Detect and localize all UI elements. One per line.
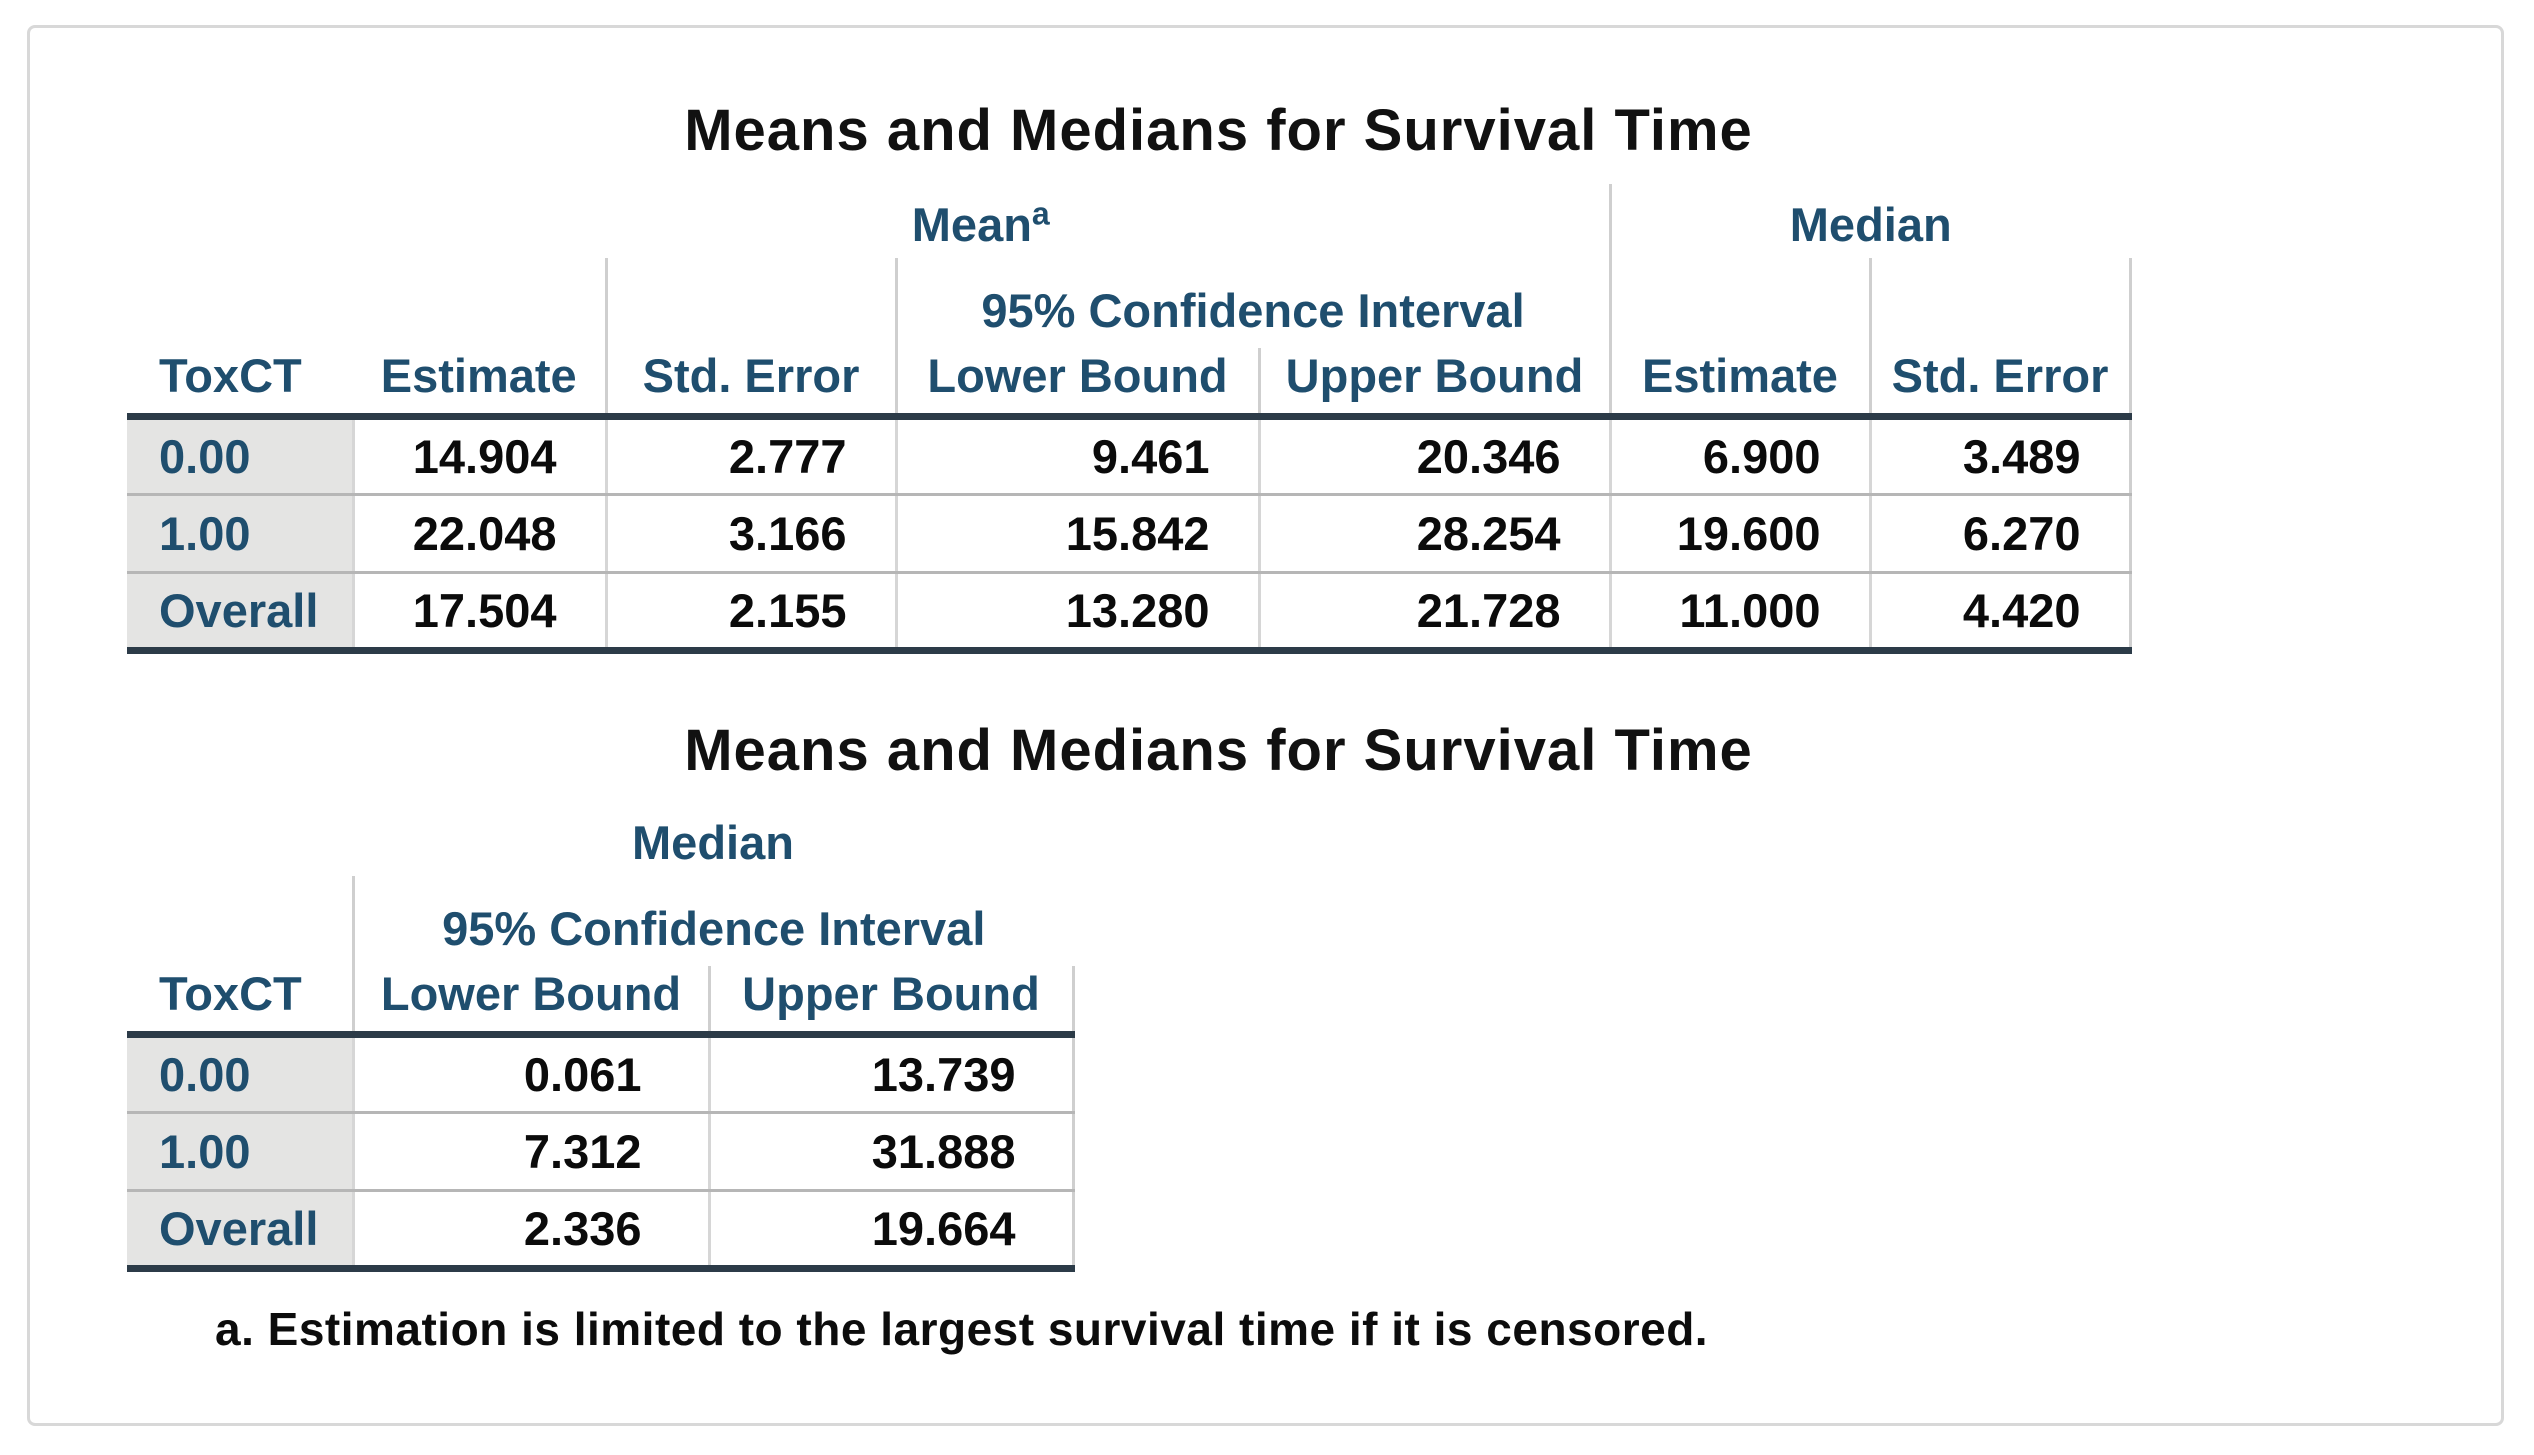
table1-column-header-row: ToxCT Estimate Std. Error Lower Bound Up… — [127, 348, 2132, 420]
spacer-cell — [353, 258, 606, 348]
table1-col-mean-std-error: Std. Error — [604, 348, 896, 420]
table2-column-header-row: ToxCT Lower Bound Upper Bound — [127, 966, 1075, 1038]
table1-col-upper-bound: Upper Bound — [1257, 348, 1610, 420]
table1-col-median-std-error: Std. Error — [1868, 348, 2132, 420]
cell-mean-std-error: 2.777 — [604, 416, 896, 496]
table2-ci-header: 95% Confidence Interval — [351, 876, 1073, 966]
table2-median-group-header: Median — [632, 816, 794, 869]
cell-median-estimate: 19.600 — [1608, 494, 1870, 574]
table2-col-upper-bound: Upper Bound — [707, 966, 1075, 1038]
row-label: 0.00 — [127, 416, 353, 496]
table2-title: Means and Medians for Survival Time — [684, 718, 1753, 783]
table1-row-0: 0.00 14.904 2.777 9.461 20.346 6.900 3.4… — [127, 416, 2132, 496]
table2-group-header-row: Median — [127, 802, 1073, 876]
table1-ci-header-row: 95% Confidence Interval — [127, 258, 2132, 348]
cell-median-estimate: 11.000 — [1608, 572, 1870, 654]
table2-row-0: 0.00 0.061 13.739 — [127, 1034, 1075, 1114]
cell-mean-estimate: 17.504 — [351, 572, 606, 654]
cell-upper-bound: 31.888 — [707, 1112, 1075, 1192]
table2-row-1: 1.00 7.312 31.888 — [127, 1112, 1075, 1192]
row-label: Overall — [127, 1190, 353, 1272]
table1-mean-group-header: Meana — [353, 184, 1610, 258]
table1-means-medians: Meana Median 95% Confidence Interval Tox… — [127, 184, 2132, 654]
spacer-cell — [127, 876, 353, 966]
spacer-cell — [127, 184, 353, 258]
output-content: Means and Medians for Survival Time Mean… — [127, 28, 2507, 1356]
spacer-cell — [1868, 258, 2132, 348]
table1-col-lower-bound: Lower Bound — [894, 348, 1259, 420]
cell-lower-bound: 2.336 — [351, 1190, 709, 1272]
row-label: Overall — [127, 572, 353, 654]
table1-title: Means and Medians for Survival Time — [684, 98, 1753, 163]
spacer-cell — [127, 258, 353, 348]
cell-lower-bound: 7.312 — [351, 1112, 709, 1192]
table2-col-toxct: ToxCT — [127, 966, 353, 1038]
spacer-cell — [604, 258, 896, 348]
table1-row-1: 1.00 22.048 3.166 15.842 28.254 19.600 6… — [127, 494, 2132, 574]
cell-lower-bound: 9.461 — [894, 416, 1259, 496]
table2-row-overall: Overall 2.336 19.664 — [127, 1190, 1075, 1272]
cell-lower-bound: 15.842 — [894, 494, 1259, 574]
table1-col-mean-estimate: Estimate — [353, 348, 606, 420]
cell-mean-estimate: 22.048 — [351, 494, 606, 574]
cell-median-std-error: 4.420 — [1868, 572, 2132, 654]
cell-upper-bound: 21.728 — [1257, 572, 1610, 654]
table1-col-toxct: ToxCT — [127, 348, 353, 420]
row-label: 1.00 — [127, 1112, 353, 1192]
cell-upper-bound: 19.664 — [707, 1190, 1075, 1272]
cell-upper-bound: 28.254 — [1257, 494, 1610, 574]
output-card: Means and Medians for Survival Time Mean… — [27, 25, 2504, 1426]
row-label: 1.00 — [127, 494, 353, 574]
table1-col-median-estimate: Estimate — [1608, 348, 1870, 420]
table1-ci-header: 95% Confidence Interval — [894, 258, 1610, 348]
cell-upper-bound: 20.346 — [1257, 416, 1610, 496]
table2-col-lower-bound: Lower Bound — [351, 966, 709, 1038]
mean-label: Mean — [911, 198, 1032, 251]
cell-lower-bound: 13.280 — [894, 572, 1259, 654]
row-label: 0.00 — [127, 1034, 353, 1114]
cell-lower-bound: 0.061 — [351, 1034, 709, 1114]
table2-ci-header-row: 95% Confidence Interval — [127, 876, 1073, 966]
table1-group-header-row: Meana Median — [127, 184, 2130, 258]
cell-mean-estimate: 14.904 — [351, 416, 606, 496]
footnote-marker-a: a — [1031, 195, 1050, 232]
table2-median-ci: Median 95% Confidence Interval ToxCT Low… — [127, 802, 1075, 1272]
footnote-a: a. Estimation is limited to the largest … — [215, 1303, 1709, 1355]
cell-mean-std-error: 3.166 — [604, 494, 896, 574]
table1-row-overall: Overall 17.504 2.155 13.280 21.728 11.00… — [127, 572, 2132, 654]
spacer-cell — [127, 802, 353, 876]
spacer-cell — [1608, 258, 1870, 348]
cell-mean-std-error: 2.155 — [604, 572, 896, 654]
cell-median-estimate: 6.900 — [1608, 416, 1870, 496]
table1-median-group-header: Median — [1608, 184, 2130, 258]
cell-median-std-error: 3.489 — [1868, 416, 2132, 496]
cell-upper-bound: 13.739 — [707, 1034, 1075, 1114]
cell-median-std-error: 6.270 — [1868, 494, 2132, 574]
